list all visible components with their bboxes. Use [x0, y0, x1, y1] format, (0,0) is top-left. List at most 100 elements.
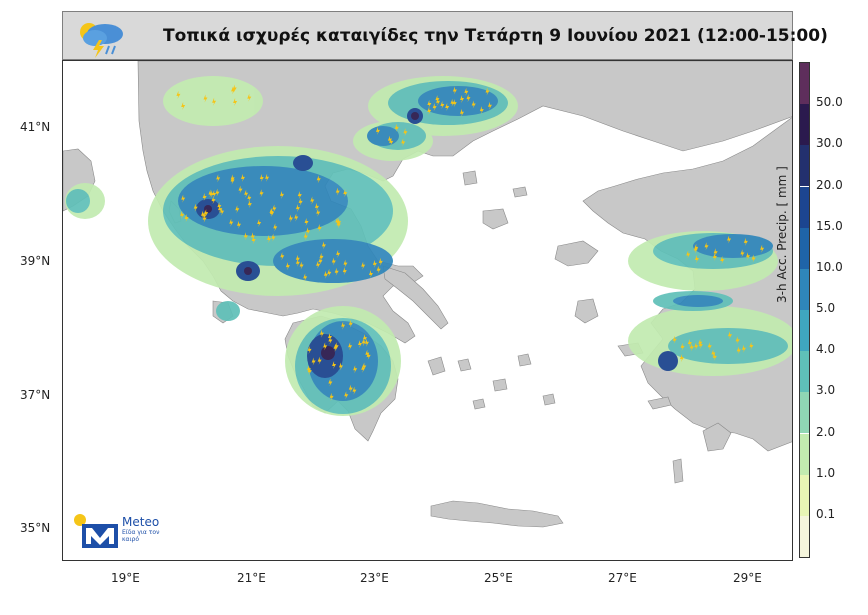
lightning-icon — [736, 346, 741, 355]
lightning-icon — [365, 349, 370, 358]
lightning-icon — [353, 365, 358, 374]
colorbar-tick-label: 20.0 — [816, 177, 843, 192]
lightning-icon — [233, 98, 238, 107]
lightning-icon — [445, 102, 450, 111]
lightning-icon — [211, 196, 216, 205]
lightning-icon — [181, 102, 186, 111]
land-samothraki — [512, 186, 528, 198]
lightning-icon — [238, 185, 243, 194]
lightning-icon — [375, 126, 380, 135]
lightning-icon — [749, 342, 754, 351]
lightning-icon — [344, 391, 349, 400]
lightning-icon — [247, 200, 252, 209]
lightning-icon — [243, 232, 248, 241]
lightning-icon — [232, 84, 237, 93]
lat-label-41: 41°N — [20, 120, 51, 134]
lightning-icon — [368, 270, 373, 279]
land-evia — [382, 265, 449, 330]
lightning-icon — [331, 257, 336, 266]
lightning-icon — [694, 255, 699, 264]
lightning-icon — [711, 349, 716, 358]
map-panel — [62, 60, 793, 561]
lightning-icon — [348, 319, 353, 328]
lon-label-23: 23°E — [360, 571, 389, 585]
colorbar-title: 3-h Acc. Precip. [ mm ] — [775, 166, 789, 303]
lightning-icon — [746, 252, 751, 261]
colorbar-segment — [800, 63, 809, 105]
lightning-icon — [216, 174, 221, 183]
lightning-icon — [209, 190, 214, 199]
precipitation-map — [63, 61, 792, 528]
colorbar-segment — [800, 268, 809, 310]
lightning-icon — [180, 210, 185, 219]
lightning-icon — [193, 203, 198, 212]
lightning-icon — [712, 352, 717, 361]
land-cyclades-6 — [427, 356, 446, 376]
lightning-icon — [679, 354, 684, 363]
colorbar-segment — [800, 474, 809, 516]
lightning-icon — [348, 384, 353, 393]
lightning-icon — [202, 211, 207, 220]
lightning-icon — [273, 223, 278, 232]
lightning-icon — [328, 332, 333, 341]
lightning-icon — [334, 267, 339, 276]
land-cyclades-1 — [457, 358, 472, 372]
lightning-icon — [479, 106, 484, 115]
lightning-icon — [362, 334, 367, 343]
lightning-icon — [378, 257, 383, 266]
lightning-icon — [341, 321, 346, 330]
lightning-icon — [403, 128, 408, 137]
colorbar-segment — [800, 310, 809, 352]
lightning-icon — [362, 362, 367, 371]
land-chios — [574, 298, 599, 324]
lightning-icon — [720, 256, 725, 265]
lightning-icon — [364, 338, 369, 347]
lightning-icon — [387, 135, 392, 144]
land-karpathos — [672, 458, 684, 484]
lightning-icon — [343, 259, 348, 268]
lightning-icon — [257, 218, 262, 227]
lightning-icon — [306, 227, 311, 236]
lightning-icon — [487, 101, 492, 110]
lightning-icon — [727, 235, 732, 244]
lat-label-37: 37°N — [20, 388, 51, 402]
land-lesvos — [554, 240, 599, 267]
lightning-icon — [310, 196, 315, 205]
lightning-icon — [235, 205, 240, 214]
lightning-icon — [332, 361, 337, 370]
lat-label-35: 35°N — [20, 521, 51, 535]
lightning-icon — [319, 252, 324, 261]
lightning-icon — [316, 208, 321, 217]
lightning-icon — [329, 392, 334, 401]
meteo-brand-name: Meteo — [122, 515, 160, 529]
lightning-icon — [265, 173, 270, 182]
lightning-icon — [295, 258, 300, 267]
lightning-icon — [366, 351, 371, 360]
lightning-icon — [202, 192, 207, 201]
lightning-icon — [231, 86, 236, 95]
lightning-icon — [336, 220, 341, 229]
lightning-icon — [181, 194, 186, 203]
lightning-icon — [176, 90, 181, 99]
lightning-icon — [333, 343, 338, 352]
lightning-icon — [208, 189, 213, 198]
lightning-icon — [689, 343, 694, 352]
lightning-icon — [306, 365, 311, 374]
lightning-icon — [176, 84, 765, 401]
lightning-icon — [740, 249, 745, 258]
title-bar: Τοπικά ισχυρές καταιγίδες την Τετάρτη 9 … — [62, 11, 828, 60]
lightning-icon — [471, 100, 476, 109]
lightning-icon — [735, 336, 740, 345]
colorbar-segment — [800, 104, 809, 146]
lightning-icon — [713, 248, 718, 257]
land-cyclades-3 — [517, 353, 532, 367]
lightning-icon — [342, 267, 347, 276]
lightning-icon — [358, 340, 363, 349]
lightning-icon — [230, 174, 235, 183]
lightning-icon — [348, 342, 353, 351]
colorbar-tick-label: 0.1 — [816, 506, 836, 521]
lightning-icon — [272, 204, 277, 213]
lightning-icon — [334, 342, 339, 351]
lightning-icon — [459, 108, 464, 117]
lightning-icon — [694, 342, 699, 351]
